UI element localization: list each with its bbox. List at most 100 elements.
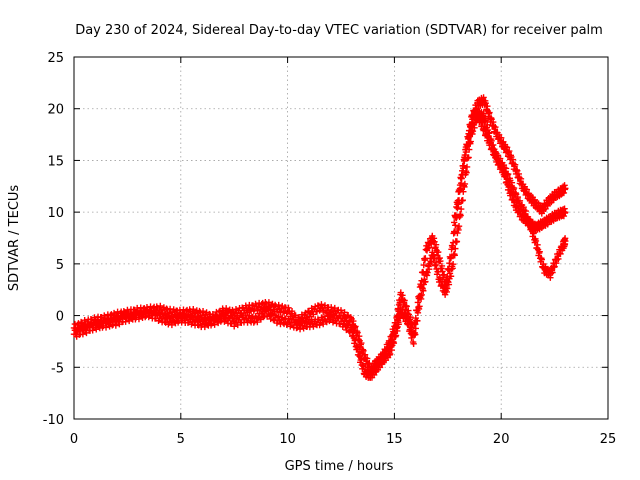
data-point [363, 355, 371, 362]
y-tick-label: 25 [47, 51, 64, 66]
data-point [538, 256, 545, 263]
data-point [268, 311, 275, 318]
data-point [414, 309, 422, 316]
data-point [451, 252, 458, 259]
data-point [528, 222, 535, 229]
data-point [454, 197, 462, 204]
data-point [463, 163, 471, 171]
data-point [485, 133, 492, 140]
data-point [440, 271, 448, 278]
data-point [122, 318, 129, 325]
data-point [416, 303, 423, 310]
data-point [486, 129, 493, 136]
data-point [524, 213, 532, 221]
data-point [469, 128, 477, 135]
data-point [491, 145, 498, 153]
data-point [285, 315, 292, 322]
data-point [432, 259, 440, 267]
x-tick-label: 10 [279, 432, 296, 447]
data-point [549, 269, 556, 276]
y-axis-label: SDTVAR / TECUs [7, 185, 22, 292]
data-point [517, 175, 525, 183]
data-points [70, 94, 569, 381]
data-point [462, 148, 470, 156]
data-point [530, 229, 537, 237]
x-axis-ticks: 0 5 10 15 20 25 [70, 57, 616, 447]
chart-title: Day 230 of 2024, Sidereal Day-to-day VTE… [75, 23, 603, 38]
data-point [231, 323, 238, 330]
data-point [296, 325, 304, 333]
data-point [477, 113, 484, 120]
data-point [457, 205, 465, 213]
data-point [464, 142, 471, 150]
data-point [456, 181, 464, 189]
data-point [431, 255, 438, 262]
data-point [438, 262, 446, 270]
series-band-3 [451, 107, 569, 281]
data-point [414, 317, 421, 325]
data-point [562, 185, 569, 192]
x-tick-label: 25 [600, 432, 617, 447]
y-axis-ticks: -10 -5 0 5 10 15 20 25 [43, 51, 608, 428]
data-point [265, 307, 273, 314]
y-tick-label: 5 [56, 258, 64, 273]
data-point [352, 336, 359, 343]
data-point [360, 347, 367, 355]
data-point [432, 241, 440, 248]
data-point [285, 304, 292, 311]
data-point [407, 324, 414, 331]
data-point [401, 297, 408, 304]
data-point [551, 263, 558, 270]
x-tick-label: 20 [493, 432, 510, 447]
data-point [466, 131, 473, 139]
y-tick-label: 0 [56, 310, 64, 325]
data-point [401, 309, 408, 317]
data-point [506, 147, 513, 155]
data-point [522, 207, 529, 215]
data-point [403, 313, 410, 321]
data-point [434, 248, 442, 256]
data-point [390, 340, 398, 347]
grid [74, 57, 608, 419]
data-point [412, 325, 419, 332]
data-point [504, 170, 512, 178]
data-point [412, 331, 419, 338]
data-point [444, 285, 451, 292]
data-point [348, 326, 355, 333]
data-point [344, 313, 351, 320]
data-point [492, 123, 499, 131]
data-point [516, 197, 524, 205]
data-point [157, 311, 164, 318]
data-point [306, 313, 314, 320]
data-point [452, 212, 460, 219]
data-point [211, 321, 218, 328]
data-point [437, 257, 444, 265]
data-point [247, 306, 254, 314]
data-point [420, 287, 427, 294]
data-point [424, 269, 431, 276]
data-point [386, 350, 394, 358]
data-point [434, 268, 442, 276]
data-point [199, 308, 207, 315]
data-point [532, 237, 540, 245]
data-point [562, 208, 569, 216]
data-point [410, 340, 417, 348]
data-point [480, 110, 487, 117]
x-tick-label: 5 [177, 432, 185, 447]
data-point [328, 311, 335, 318]
data-point [511, 161, 519, 168]
data-point [112, 322, 120, 329]
data-point [392, 332, 400, 339]
data-point [451, 219, 458, 226]
data-point [428, 258, 435, 266]
data-point [496, 155, 504, 162]
data-point [395, 321, 402, 328]
data-point [254, 318, 261, 326]
data-point [479, 119, 486, 126]
y-tick-label: -10 [43, 413, 64, 428]
data-point [458, 175, 465, 182]
data-point [445, 281, 453, 288]
y-tick-label: 20 [47, 103, 64, 118]
data-point [341, 318, 348, 325]
